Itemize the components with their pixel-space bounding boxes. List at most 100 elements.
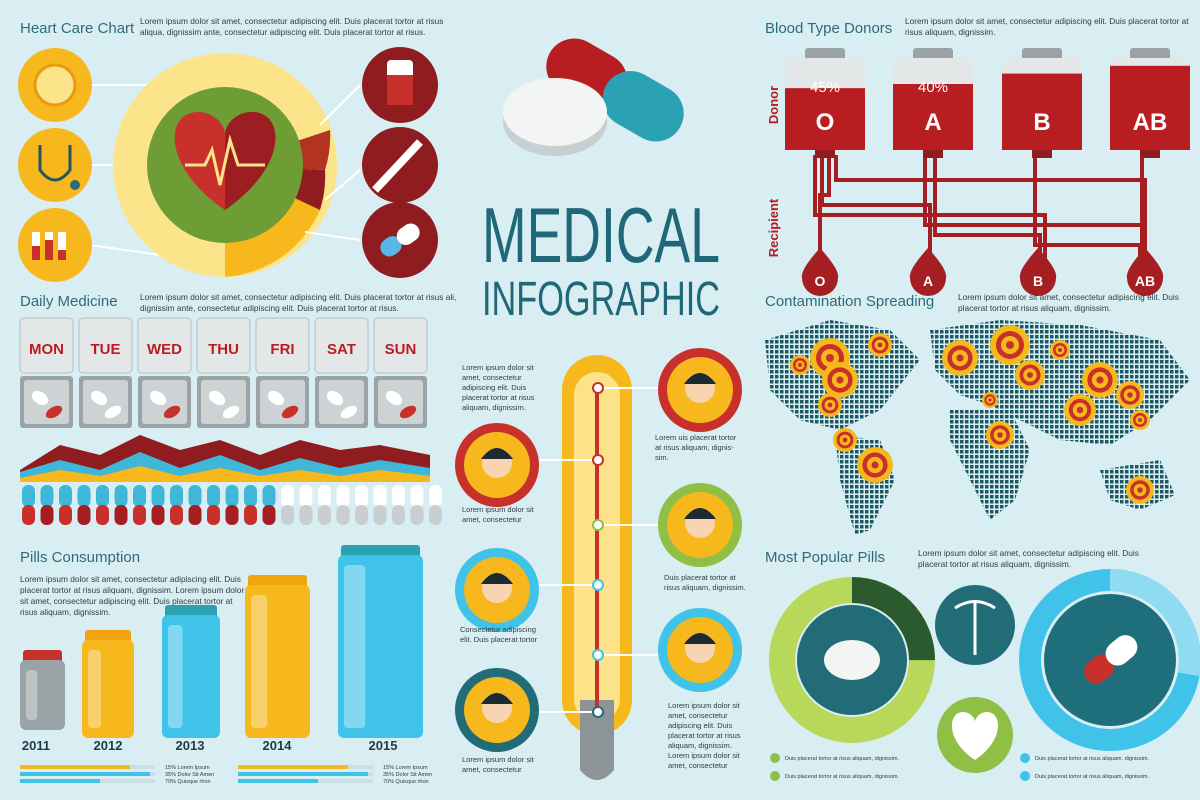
text-line: amet, consectetur xyxy=(668,761,728,770)
target-core xyxy=(1127,392,1133,398)
recipient-label: Recipient xyxy=(766,198,781,257)
capsule-top xyxy=(151,485,165,507)
type-label: A xyxy=(924,109,941,136)
legend-dot xyxy=(1020,771,1030,781)
text-line: Lorem ipsum dolor sit xyxy=(462,755,535,764)
bag-blood xyxy=(1110,65,1190,150)
text-line: Lorem ipsum dolor sit xyxy=(668,701,741,710)
text-line: placerat tortor at risus xyxy=(668,731,741,740)
text-line: aliquam, dignissim. xyxy=(668,741,732,750)
capsule-top xyxy=(336,485,350,507)
pill xyxy=(326,390,344,406)
section-title: Blood Type Donors xyxy=(765,20,892,37)
day-box xyxy=(196,317,251,374)
paragraph: Duis placerat tortor at risus aliquam, di… xyxy=(664,573,746,592)
capsule-top xyxy=(392,485,405,507)
target-core xyxy=(798,363,802,367)
capsule-top xyxy=(299,485,313,507)
capsule-bottom xyxy=(114,505,128,525)
paragraph: Lorem uis placerat tortor at risus aliqua… xyxy=(655,433,737,462)
year-label: 2013 xyxy=(176,738,205,753)
day-label: THU xyxy=(208,341,239,358)
bottle-shine xyxy=(344,565,366,728)
paragraph: Lorem ipsum dolor sit amet, consectetur ad… xyxy=(668,701,741,770)
progress-bar xyxy=(20,765,130,769)
percent-label: 45% xyxy=(810,79,840,96)
text-line: Duis placerat tortor at xyxy=(664,573,737,582)
text-line: adipiscing elit. Duis xyxy=(462,383,526,392)
text-line: elit. Duis placerat tortor xyxy=(460,635,538,644)
text-line: amet, consectetur xyxy=(462,515,522,524)
text-line: at risus aliquam, dignis- xyxy=(655,443,734,452)
text-line: Lorem uis placerat tortor xyxy=(655,433,737,442)
progress-label: 15% Lorem Ipsum xyxy=(383,765,428,771)
text-line: placerat tortor at risus xyxy=(462,393,535,402)
legend-text: Duis placerat tortor at risus aliquam, d… xyxy=(1035,756,1149,762)
text-line: placerat tortor at risus aliquam, dignis… xyxy=(958,303,1111,313)
percent-label: 11% xyxy=(1028,79,1057,96)
text-line: Lorem ipsum dolor sit amet, consectetur … xyxy=(918,548,1139,558)
blood-drop xyxy=(1126,248,1164,296)
text-line: risus aliquam, dignissim. xyxy=(664,583,746,592)
bottle xyxy=(20,660,65,730)
text-line: placerat tortor at risus aliquam, dignis… xyxy=(918,559,1071,569)
capsule-top xyxy=(188,485,202,507)
popular-pills-graphic xyxy=(769,569,1200,773)
bag-cap xyxy=(1130,48,1170,60)
progress-label: 15% Lorem Ipsum xyxy=(165,765,210,771)
capsule-bottom xyxy=(318,505,331,525)
target-core xyxy=(1006,341,1014,349)
bottle-shine xyxy=(88,650,101,728)
capsule-top xyxy=(40,485,54,507)
capsule-top xyxy=(373,485,387,507)
blood-drop xyxy=(1019,248,1057,296)
section-title: Heart Care Chart xyxy=(20,20,135,37)
face-hair xyxy=(684,373,716,384)
headline-infographic: INFOGRAPHIC xyxy=(482,273,720,326)
text-line: Lorem ipsum dolor sit xyxy=(462,363,535,372)
day-box xyxy=(255,317,310,374)
progress-label: 35% Dolor Sit Amen xyxy=(165,772,214,778)
capsule-top xyxy=(244,485,257,507)
target-core xyxy=(988,398,992,402)
text-line: Lorem ipsum dolor sit amet, consectetur … xyxy=(905,16,1189,26)
text-line: Lorem ipsum dolor sit amet, consectetur … xyxy=(20,574,241,584)
capsule-top xyxy=(77,485,91,507)
heart-care-graphic xyxy=(18,47,438,282)
target-core xyxy=(877,342,883,348)
capsule-bottom xyxy=(429,505,442,525)
capsule-bottom xyxy=(392,505,405,525)
capsule-bottom xyxy=(244,505,257,525)
progress-label: 70% Quisque rhon xyxy=(383,779,429,785)
day-box xyxy=(137,317,192,374)
progress-bar xyxy=(20,772,150,776)
day-box xyxy=(19,317,74,374)
paragraph: Consectetur adipiscing elit. Duis placera… xyxy=(460,625,538,644)
pill xyxy=(340,405,358,419)
pill xyxy=(45,405,63,419)
headline-medical: MEDICAL xyxy=(482,191,720,279)
legend-dot xyxy=(1020,753,1030,763)
target-core xyxy=(836,376,844,384)
paragraph: Lorem ipsum dolor sit amet, consectetur … xyxy=(140,16,443,37)
text-line: amet, consectetur xyxy=(668,711,728,720)
day-label: TUE xyxy=(91,341,121,358)
connector-dot xyxy=(592,649,604,661)
legend-text: Duis placerat tortor at risus aliquam, d… xyxy=(785,756,899,762)
year-label: 2014 xyxy=(263,738,293,753)
year-label: 2012 xyxy=(94,738,123,753)
legend-text: Duis placerat tortor at risus aliquam, d… xyxy=(785,774,899,780)
text-line: risus aliquam, dignissim. xyxy=(905,27,995,37)
capsule-bottom xyxy=(22,505,35,525)
blood-drop xyxy=(801,248,839,296)
year-label: 2015 xyxy=(369,738,398,753)
pill xyxy=(149,390,167,406)
progress-bar xyxy=(20,779,100,783)
bottle-shine xyxy=(26,670,38,720)
target-core xyxy=(826,354,834,362)
bag-neck xyxy=(815,150,835,158)
text-line: sit amet, consectetur adipiscing elit. D… xyxy=(20,596,233,606)
bag-cap xyxy=(1022,48,1062,60)
percent-label: 4% xyxy=(1139,79,1161,96)
